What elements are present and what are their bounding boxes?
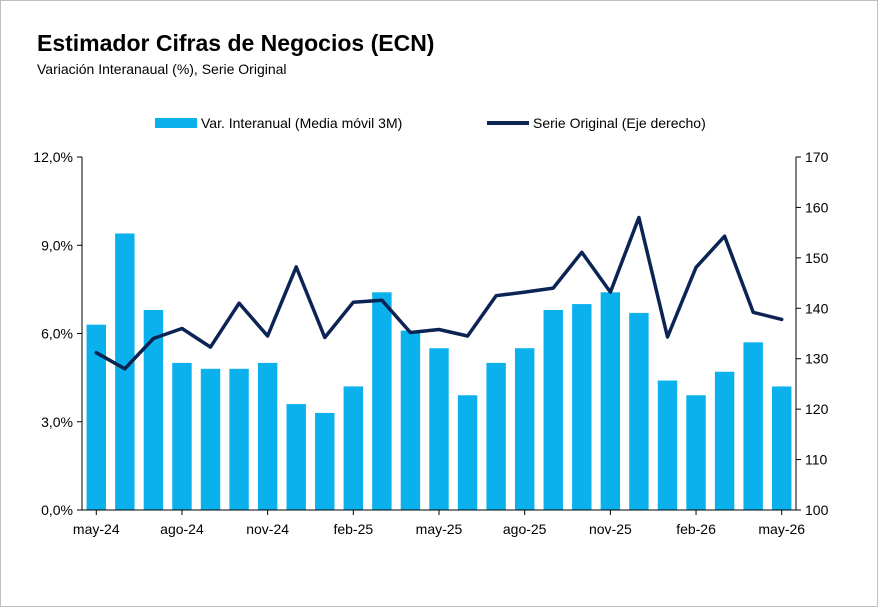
bar-mar-26: [714, 371, 735, 510]
bar-mar-25: [372, 292, 392, 510]
bar-may-25: [429, 348, 449, 510]
bar-sep-24: [200, 368, 221, 510]
bar-sep-25: [543, 309, 563, 510]
bar-abr-25: [400, 330, 421, 510]
x-tick-label: feb-26: [676, 521, 716, 537]
y-right-tick-label: 130: [805, 351, 829, 367]
legend-label-bars: Var. Interanual (Media móvil 3M): [201, 115, 403, 131]
bar-jul-25: [486, 362, 506, 510]
bar-ene-25: [315, 412, 335, 510]
y-right-tick-label: 160: [805, 199, 829, 215]
x-tick-label: nov-25: [589, 521, 632, 537]
y-right-tick-label: 170: [805, 149, 829, 165]
bar-dic-25: [629, 312, 649, 510]
bar-nov-24: [257, 362, 278, 510]
bar-oct-24: [229, 368, 249, 510]
x-tick-label: feb-25: [333, 521, 373, 537]
y-right-tick-label: 110: [805, 452, 828, 468]
bar-jul-24: [143, 309, 164, 510]
x-tick-label: nov-24: [246, 521, 289, 537]
y-left-tick-label: 3,0%: [41, 414, 73, 430]
bar-dic-24: [286, 404, 306, 510]
series-line-serie-original: [94, 215, 784, 371]
bar-nov-25: [600, 292, 621, 510]
bar-oct-25: [572, 304, 592, 510]
y-right-tick-label: 150: [805, 250, 829, 266]
y-left-tick-label: 12,0%: [33, 149, 73, 165]
y-left-tick-label: 6,0%: [41, 326, 73, 342]
y-left-tick-label: 9,0%: [41, 237, 73, 253]
legend-label-line: Serie Original (Eje derecho): [533, 115, 706, 131]
legend-item-bars: Var. Interanual (Media móvil 3M): [155, 115, 402, 131]
bar-ago-25: [514, 348, 535, 510]
x-tick-label: may-25: [416, 521, 463, 537]
y-right-tick-label: 120: [805, 401, 829, 417]
bar-feb-26: [686, 395, 706, 510]
y-right-tick-label: 140: [805, 300, 829, 316]
bar-may-26: [772, 386, 792, 510]
y-left-tick-label: 0,0%: [41, 502, 73, 518]
chart-title: Estimador Cifras de Negocios (ECN): [37, 30, 435, 56]
bar-jun-24: [115, 233, 135, 510]
legend-swatch-bars: [155, 118, 197, 128]
chart-subtitle: Variación Interanaual (%), Serie Origina…: [37, 61, 287, 77]
bar-ago-24: [172, 362, 192, 510]
x-tick-label: may-26: [758, 521, 805, 537]
x-tick-label: ago-25: [503, 521, 547, 537]
legend-item-line: Serie Original (Eje derecho): [487, 115, 706, 131]
legend-swatch-line: [487, 121, 529, 125]
bar-may-24: [86, 324, 106, 510]
x-tick-label: ago-24: [160, 521, 204, 537]
bar-feb-25: [343, 386, 364, 510]
bar-abr-26: [743, 342, 763, 510]
bar-jun-25: [457, 395, 478, 510]
x-tick-label: may-24: [73, 521, 120, 537]
bar-ene-26: [657, 380, 678, 510]
y-right-tick-label: 100: [805, 502, 829, 518]
